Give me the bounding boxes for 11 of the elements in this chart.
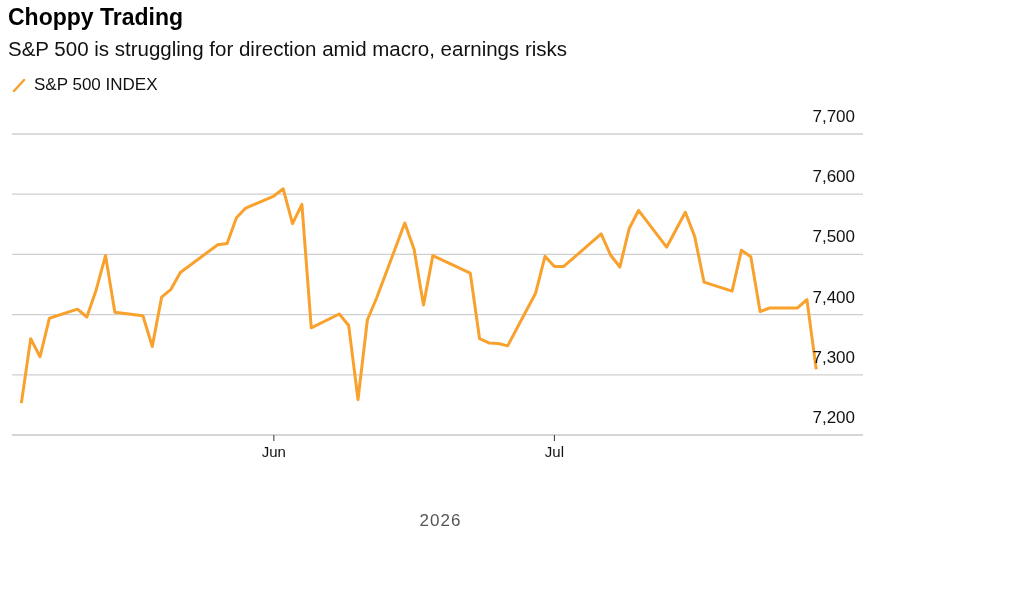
x-tick-label: Jun <box>261 443 286 460</box>
y-tick-label: 7,200 <box>812 408 855 427</box>
y-tick-label: 7,400 <box>812 287 855 307</box>
x-axis-title: 2026 <box>418 511 463 531</box>
legend-label: S&P 500 INDEX <box>34 75 158 95</box>
y-tick-label: 7,500 <box>812 227 855 247</box>
x-tick-label: Jul <box>544 443 564 460</box>
chart-subtitle: S&P 500 is struggling for direction amid macro, earnings risks <box>8 37 569 61</box>
y-tick-label: 7,700 <box>812 107 855 126</box>
chart-title: Choppy Trading <box>8 4 185 31</box>
y-tick-label: 7,600 <box>812 167 855 187</box>
